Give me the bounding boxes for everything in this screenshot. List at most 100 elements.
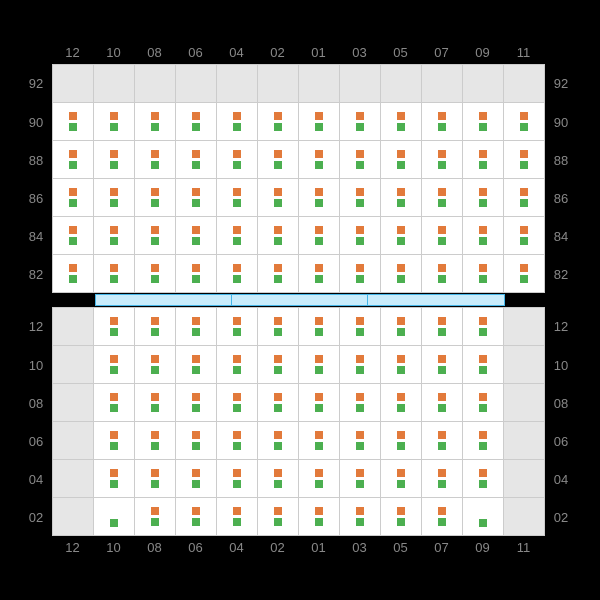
column-label: 03 (339, 45, 380, 60)
status-square-orange (151, 317, 159, 325)
rack-cell (340, 460, 381, 498)
status-square-green (397, 328, 405, 336)
status-square-orange (69, 264, 77, 272)
status-square-orange (438, 469, 446, 477)
rack-cell (340, 141, 381, 179)
rack-cell (176, 346, 217, 384)
status-square-orange (151, 431, 159, 439)
status-square-green (151, 275, 159, 283)
rack-cell (176, 498, 217, 536)
status-square-green (397, 518, 405, 526)
status-square-orange (192, 188, 200, 196)
rack-cell (422, 141, 463, 179)
status-square-green (438, 366, 446, 374)
status-square-green (438, 404, 446, 412)
rack-cell (53, 308, 94, 346)
status-square-green (151, 404, 159, 412)
status-square-orange (110, 150, 118, 158)
row-label-left: 04 (20, 472, 52, 487)
rack-cell (135, 217, 176, 255)
status-square-orange (274, 469, 282, 477)
status-square-green (110, 199, 118, 207)
rack-cell (176, 422, 217, 460)
status-square-orange (192, 507, 200, 515)
rack-cell (463, 460, 504, 498)
row-label-left: 86 (20, 191, 52, 206)
rack-cell (94, 179, 135, 217)
rack-row: 0606 (20, 422, 580, 460)
row-label-right: 02 (545, 510, 577, 525)
rack-cell (94, 422, 135, 460)
column-label: 09 (462, 45, 503, 60)
status-square-green (438, 480, 446, 488)
column-label: 02 (257, 45, 298, 60)
rack-cell (53, 255, 94, 293)
status-square-green (315, 123, 323, 131)
status-square-green (233, 161, 241, 169)
rack-cell (299, 460, 340, 498)
status-square-orange (192, 264, 200, 272)
status-square-green (192, 442, 200, 450)
status-square-orange (192, 469, 200, 477)
status-square-orange (438, 112, 446, 120)
rack-cell (381, 103, 422, 141)
status-square-orange (356, 226, 364, 234)
status-square-orange (438, 188, 446, 196)
status-square-green (274, 366, 282, 374)
rack-cell (422, 384, 463, 422)
status-square-orange (315, 431, 323, 439)
rack-cell (504, 346, 545, 384)
rack-cell (94, 498, 135, 536)
status-square-green (192, 275, 200, 283)
rack-row: 1010 (20, 346, 580, 384)
status-square-orange (192, 150, 200, 158)
status-square-orange (315, 355, 323, 363)
rack-cell (217, 460, 258, 498)
rack-cell (217, 141, 258, 179)
rack-cell (135, 346, 176, 384)
row-label-left: 90 (20, 115, 52, 130)
status-square-green (315, 237, 323, 245)
rack-cell (463, 217, 504, 255)
status-square-green (233, 275, 241, 283)
rack-cell (135, 498, 176, 536)
status-square-green (397, 404, 405, 412)
status-square-orange (397, 469, 405, 477)
status-square-orange (438, 355, 446, 363)
rack-row: 8686 (20, 179, 580, 217)
cable-tray-segment (232, 295, 368, 305)
column-label: 09 (462, 540, 503, 555)
status-square-green (520, 123, 528, 131)
rack-cell (135, 103, 176, 141)
status-square-green (479, 161, 487, 169)
status-square-green (151, 237, 159, 245)
rack-cell (176, 384, 217, 422)
rack-cell (299, 179, 340, 217)
status-square-green (110, 519, 118, 527)
status-square-orange (69, 188, 77, 196)
status-square-orange (315, 393, 323, 401)
status-square-green (438, 123, 446, 131)
row-label-right: 82 (545, 267, 577, 282)
status-square-green (397, 123, 405, 131)
status-square-orange (110, 226, 118, 234)
rack-cell (504, 179, 545, 217)
status-square-green (233, 328, 241, 336)
rack-cell (504, 384, 545, 422)
row-label-right: 12 (545, 319, 577, 334)
status-square-orange (110, 317, 118, 325)
status-square-orange (479, 226, 487, 234)
status-square-orange (151, 507, 159, 515)
status-square-orange (233, 317, 241, 325)
rack-cell (94, 384, 135, 422)
status-square-green (356, 161, 364, 169)
status-square-green (110, 123, 118, 131)
rack-cell (94, 255, 135, 293)
rack-cell (340, 422, 381, 460)
rack-cell (53, 103, 94, 141)
rack-cell (258, 460, 299, 498)
status-square-orange (479, 188, 487, 196)
column-label: 12 (52, 540, 93, 555)
status-square-green (479, 404, 487, 412)
rack-cell (381, 346, 422, 384)
